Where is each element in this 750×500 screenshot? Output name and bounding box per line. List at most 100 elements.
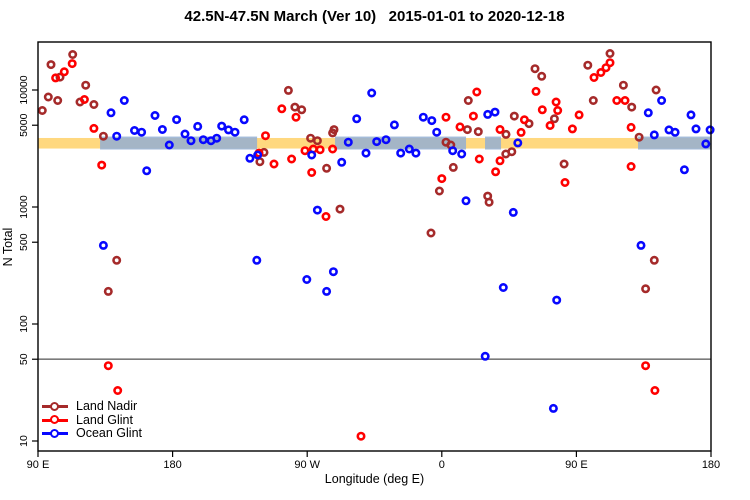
data-point bbox=[461, 196, 471, 206]
data-point bbox=[537, 71, 547, 81]
data-point bbox=[79, 95, 89, 105]
data-point bbox=[103, 361, 113, 371]
data-point bbox=[245, 153, 255, 163]
data-point bbox=[427, 116, 437, 126]
data-point bbox=[641, 284, 651, 294]
data-point bbox=[468, 111, 478, 121]
data-point bbox=[612, 96, 622, 106]
data-point bbox=[426, 228, 436, 238]
data-point bbox=[269, 159, 279, 169]
data-point bbox=[495, 125, 505, 135]
data-point bbox=[51, 73, 61, 83]
data-point bbox=[312, 136, 322, 146]
data-point bbox=[180, 129, 190, 139]
data-point bbox=[98, 131, 108, 141]
data-point bbox=[367, 88, 377, 98]
data-point bbox=[291, 112, 301, 122]
data-point bbox=[641, 361, 651, 371]
legend-row-land-glint: Land Glint bbox=[42, 412, 142, 428]
data-point bbox=[574, 110, 584, 120]
y-tick-label: 50 bbox=[18, 353, 30, 365]
data-point bbox=[297, 105, 307, 115]
data-point bbox=[396, 148, 406, 158]
data-point bbox=[53, 96, 63, 106]
data-point bbox=[560, 178, 570, 188]
data-point bbox=[519, 115, 529, 125]
data-point bbox=[300, 146, 310, 156]
data-point bbox=[480, 351, 490, 361]
y-tick-label: 1000 bbox=[18, 195, 30, 219]
data-point bbox=[636, 240, 646, 250]
data-point bbox=[691, 124, 701, 134]
data-point bbox=[98, 240, 108, 250]
data-point bbox=[130, 126, 140, 136]
data-point bbox=[670, 127, 680, 137]
data-point bbox=[490, 107, 500, 117]
x-tick-label: 0 bbox=[439, 459, 445, 471]
data-point bbox=[457, 149, 467, 159]
y-tick-label: 10 bbox=[18, 435, 30, 447]
data-point bbox=[112, 255, 122, 265]
data-point bbox=[501, 129, 511, 139]
series-ocean-glint bbox=[98, 88, 715, 413]
data-point bbox=[253, 150, 263, 160]
data-point bbox=[328, 267, 338, 277]
data-point bbox=[484, 197, 494, 207]
data-point bbox=[551, 97, 561, 107]
x-axis-label: Longitude (deg E) bbox=[324, 472, 425, 486]
data-point bbox=[508, 207, 518, 217]
data-point bbox=[103, 286, 113, 296]
y-tick-label: 500 bbox=[18, 233, 30, 251]
data-point bbox=[106, 108, 116, 118]
data-point bbox=[618, 80, 628, 90]
data-point bbox=[46, 60, 56, 70]
data-point bbox=[172, 115, 182, 125]
data-point bbox=[322, 286, 332, 296]
data-point bbox=[463, 96, 473, 106]
data-point bbox=[217, 121, 227, 131]
data-point bbox=[119, 96, 129, 106]
data-point bbox=[455, 122, 465, 132]
data-point bbox=[509, 111, 519, 121]
data-point bbox=[68, 49, 78, 59]
data-point bbox=[328, 144, 338, 154]
x-tick-label: 90 W bbox=[294, 459, 320, 471]
data-point bbox=[97, 160, 107, 170]
data-point bbox=[142, 166, 152, 176]
data-point bbox=[549, 114, 559, 124]
data-point bbox=[448, 146, 458, 156]
data-point bbox=[650, 385, 660, 395]
data-point bbox=[343, 137, 353, 147]
data-point bbox=[404, 144, 414, 154]
data-point bbox=[381, 135, 391, 145]
data-point bbox=[434, 186, 444, 196]
data-point bbox=[418, 112, 428, 122]
data-point bbox=[307, 168, 317, 178]
data-point bbox=[432, 127, 442, 137]
data-point bbox=[89, 123, 99, 133]
legend-label: Land Glint bbox=[76, 412, 133, 427]
data-point bbox=[462, 125, 472, 135]
data-point bbox=[649, 255, 659, 265]
data-point bbox=[37, 106, 47, 116]
data-point bbox=[516, 127, 526, 137]
land-glint-marker-icon bbox=[42, 414, 68, 427]
y-tick-label: 10000 bbox=[18, 75, 30, 104]
legend-row-ocean-glint: Ocean Glint bbox=[42, 426, 142, 441]
data-point bbox=[588, 96, 598, 106]
data-point bbox=[605, 48, 615, 58]
data-point bbox=[193, 121, 203, 131]
data-point bbox=[322, 163, 332, 173]
y-tick-label: 100 bbox=[18, 315, 30, 333]
data-point bbox=[59, 67, 69, 77]
y-axis-label: N Total bbox=[1, 227, 15, 267]
plot-frame bbox=[37, 41, 712, 452]
y-axis-ticks: 10 50 100 500 1000 5000 10000 bbox=[18, 75, 38, 447]
x-tick-label: 180 bbox=[163, 459, 181, 471]
data-point bbox=[626, 122, 636, 132]
chart-title: 42.5N-47.5N March (Ver 10) 2015-01-01 to… bbox=[184, 8, 565, 25]
data-point bbox=[596, 68, 606, 78]
data-point bbox=[89, 100, 99, 110]
data-point bbox=[472, 87, 482, 97]
